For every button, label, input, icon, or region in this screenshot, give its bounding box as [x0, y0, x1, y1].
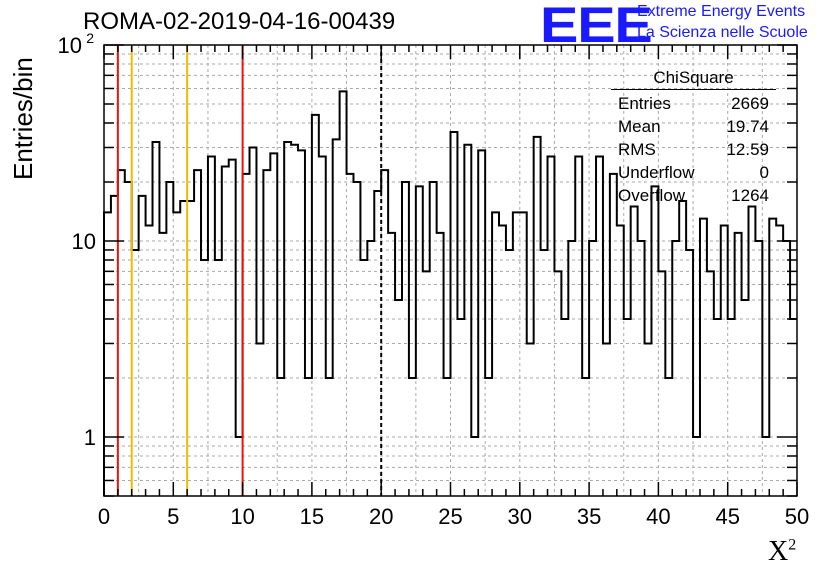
stats-value: 12.59	[726, 140, 769, 159]
stats-value: 0	[759, 163, 769, 182]
histogram-outline	[103, 90, 797, 496]
stats-value: 19.74	[726, 117, 769, 136]
y-axis-label: Entries/bin	[8, 57, 38, 180]
x-tick-label: 45	[715, 504, 739, 529]
x-tick-label: 15	[300, 504, 324, 529]
stats-title: ChiSquare	[611, 68, 776, 90]
x-axis-label: X2	[768, 536, 796, 568]
stats-value: 1264	[731, 186, 769, 205]
stats-label: Overflow	[618, 186, 686, 205]
x-axis-label-sup: 2	[788, 536, 797, 554]
y-tick-label: 10	[72, 229, 96, 254]
stats-row-mean: Mean 19.74	[611, 115, 776, 138]
x-tick-label: 50	[785, 504, 809, 529]
logo-line-1: Extreme Energy Events	[637, 3, 806, 20]
stats-label: Entries	[618, 94, 671, 113]
stats-row-entries: Entries 2669	[611, 92, 776, 115]
stats-row-underflow: Underflow 0	[611, 161, 776, 184]
y-tick-label-sup: 2	[86, 30, 94, 46]
histogram-bins	[103, 90, 797, 496]
x-tick-label: 30	[508, 504, 532, 529]
stats-label: RMS	[618, 140, 656, 159]
stats-label: Underflow	[618, 163, 695, 182]
logo-line-2: La Scienza nelle Scuole	[637, 24, 808, 41]
stats-row-overflow: Overflow 1264	[611, 184, 776, 207]
stats-label: Mean	[618, 117, 661, 136]
x-tick-label: 5	[167, 504, 179, 529]
x-tick-label: 0	[98, 504, 110, 529]
marker-lines	[116, 45, 383, 496]
stats-row-rms: RMS 12.59	[611, 138, 776, 161]
x-tick-label: 20	[369, 504, 393, 529]
stats-value: 2669	[731, 94, 769, 113]
x-tick-label: 10	[230, 504, 254, 529]
eee-logo: EEE	[540, 0, 653, 53]
grid-lines	[103, 44, 798, 497]
x-tick-label: 25	[438, 504, 462, 529]
axis-ticks	[103, 44, 798, 497]
stats-box: ChiSquare Entries 2669 Mean 19.74 RMS 12.59…	[611, 68, 776, 207]
x-tick-label: 35	[577, 504, 601, 529]
x-axis-label-base: X	[768, 536, 789, 567]
y-tick-label: 10	[58, 33, 82, 58]
chart-title: ROMA-02-2019-04-16-00439	[83, 8, 396, 35]
y-tick-label: 1	[84, 425, 96, 450]
x-tick-label: 40	[646, 504, 670, 529]
